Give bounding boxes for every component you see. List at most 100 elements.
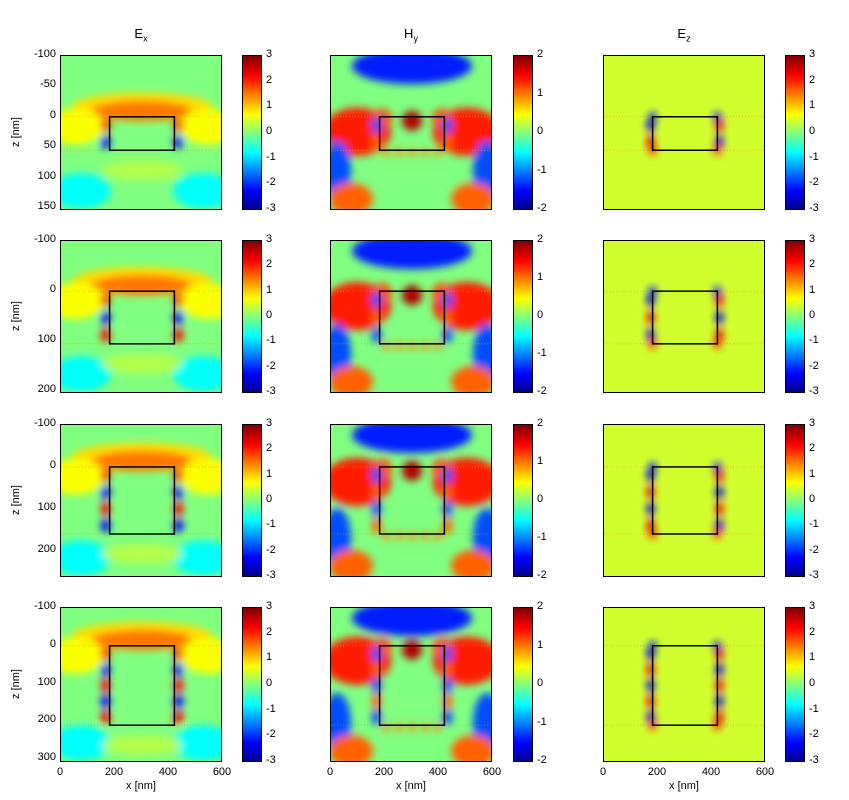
edge-hotspot [382, 341, 391, 350]
field-lobe-bottom [102, 353, 182, 374]
edge-hotspot [433, 531, 442, 540]
heatmap-svg [604, 241, 764, 392]
heatmap-svg [61, 608, 221, 761]
heatmap-panel-Hy-row0 [330, 55, 492, 210]
colorbar [242, 424, 262, 577]
field-lobe-bottom [102, 735, 182, 756]
colorbar [513, 424, 533, 577]
field-lobe-left [61, 283, 105, 320]
field-lobe-corner [451, 550, 491, 576]
heatmap-svg [61, 241, 221, 392]
column-title-1: Hy [381, 26, 441, 44]
edge-hotspot [395, 723, 404, 732]
edge-hotspot [173, 310, 184, 325]
y-tick-label: 0 [49, 637, 56, 650]
heatmap-panel-Ex-row1 [60, 240, 222, 393]
field-lobe-right [179, 458, 221, 495]
field-background [604, 425, 764, 576]
edge-hotspot [395, 341, 404, 350]
edge-hotspot [100, 710, 111, 725]
edge-hotspot [100, 485, 111, 500]
colorbar-tick-label: 0 [537, 677, 544, 689]
edge-hotspot [382, 723, 391, 732]
edge-hotspot [646, 310, 655, 325]
edge-hotspot [715, 694, 724, 709]
column-title-2: Ez [654, 26, 714, 44]
column-title-sub: z [686, 33, 691, 44]
heatmap-svg [61, 425, 221, 576]
heatmap-panel-Ex-row0 [60, 55, 222, 210]
colorbar-tick-label: 2 [537, 600, 544, 612]
structure-rectangle [108, 466, 176, 535]
field-lobe-left [61, 108, 105, 145]
edge-hotspot [173, 501, 184, 516]
field-lobe-right [179, 637, 221, 674]
edge-hotspot [100, 310, 111, 325]
y-axis-label: z [nm] [10, 300, 22, 331]
x-tick-label: 200 [647, 766, 667, 778]
field-lobe-corner [173, 356, 221, 392]
edge-hotspot [646, 501, 655, 516]
colorbar-tick-label: 2 [537, 48, 544, 60]
colorbar-tick-label: 1 [537, 271, 544, 283]
colorbar-tick-label: 2 [266, 258, 273, 271]
structure-rectangle [108, 645, 176, 726]
colorbar-tick-label: -1 [537, 715, 547, 728]
x-axis-label: x [nm] [396, 780, 426, 792]
field-lobe-right [179, 283, 221, 320]
edge-hotspot [100, 662, 111, 677]
colorbar-tick-label: 1 [809, 99, 816, 112]
edge-hotspot [173, 662, 184, 677]
field-lobe-left [61, 458, 105, 495]
column-title-sub: y [413, 33, 418, 44]
x-tick-label: 600 [212, 766, 232, 778]
edge-hotspot [173, 328, 184, 343]
field-lobe-bottom [102, 160, 182, 181]
colorbar-tick-label: 1 [809, 651, 816, 664]
colorbar-tick-label: -1 [537, 531, 547, 543]
colorbar-tick-label: 1 [537, 455, 544, 467]
structure-rectangle [651, 290, 719, 345]
y-tick-label: 0 [49, 283, 56, 296]
colorbar-tick-label: -3 [809, 202, 819, 214]
edge-hotspot [395, 531, 404, 540]
edge-hotspot [100, 694, 111, 709]
column-title-main: E [134, 26, 144, 41]
x-tick-label: 200 [104, 766, 124, 778]
colorbar-tick-label: 0 [809, 677, 816, 689]
heatmap-svg [331, 608, 491, 761]
heatmap-svg [331, 241, 491, 392]
colorbar-tick-label: 3 [266, 48, 273, 60]
colorbar-tick-label: 1 [266, 651, 273, 664]
field-lobe-corner [331, 735, 373, 761]
y-tick-label: -100 [33, 417, 56, 429]
colorbar-tick-label: 1 [537, 638, 544, 651]
colorbar-tick-label: 1 [266, 467, 273, 480]
heatmap-svg [331, 56, 491, 209]
field-lobe-top [352, 241, 472, 269]
field-lobe-top [92, 100, 192, 121]
colorbar-tick-label: -3 [266, 569, 276, 581]
edge-hotspot [715, 501, 724, 516]
colorbar-tick-label: -2 [537, 754, 547, 766]
y-tick-label: 100 [37, 500, 56, 513]
y-tick-label: -100 [33, 600, 56, 612]
heatmap-panel-Hy-row2 [330, 424, 492, 577]
edge-hotspot [395, 148, 404, 157]
field-lobe-corner [173, 173, 221, 209]
edge-hotspot [408, 723, 416, 732]
edge-hotspot [100, 118, 111, 133]
y-tick-label: 0 [49, 458, 56, 471]
x-tick-label: 400 [158, 766, 178, 778]
colorbar-tick-label: 1 [809, 283, 816, 296]
y-axis-label: z [nm] [10, 484, 22, 515]
edge-hotspot [173, 485, 184, 500]
colorbar-tick-label: 0 [537, 493, 544, 505]
edge-hotspot [173, 292, 184, 307]
field-lobe-corner [61, 540, 111, 576]
edge-hotspot [173, 118, 184, 133]
colorbar-tick-label: -2 [537, 202, 547, 214]
edge-hotspot [715, 662, 724, 677]
colorbar-tick-label: 1 [809, 467, 816, 480]
colorbar-tick-label: 2 [537, 233, 544, 245]
